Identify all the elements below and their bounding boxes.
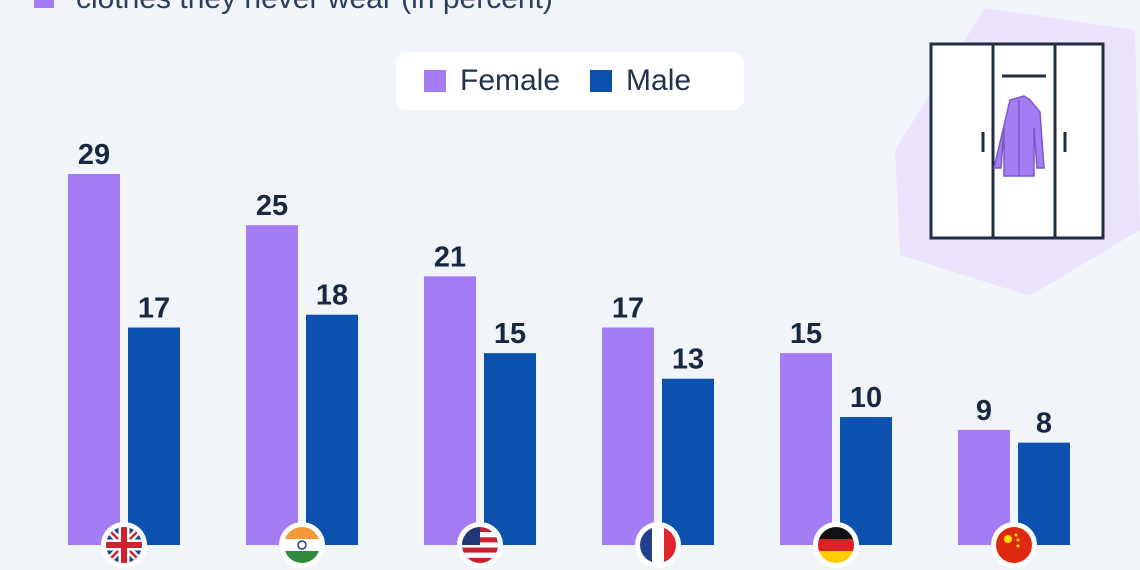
data-label-female-china: 9 <box>976 395 992 427</box>
bar-male-france <box>662 378 714 545</box>
data-label-female-germany: 15 <box>790 318 822 350</box>
bar-female-united-states <box>424 276 476 545</box>
data-label-male-united-states: 15 <box>494 318 526 350</box>
legend-item-male: Male <box>590 64 691 98</box>
china-flag-icon <box>996 527 1032 563</box>
bar-male-germany <box>840 417 892 545</box>
germany-flag-icon <box>818 527 854 563</box>
data-label-male-india: 18 <box>316 280 348 312</box>
legend-swatch-female <box>424 70 446 92</box>
legend-label-female: Female <box>460 64 561 97</box>
bar-male-india <box>306 314 358 545</box>
data-label-male-china: 8 <box>1036 408 1052 440</box>
chart-subtitle: clothes they never wear (in percent) <box>34 0 553 16</box>
india-flag-icon <box>284 527 320 563</box>
bar-male-united-states <box>484 353 536 545</box>
bar-female-germany <box>780 353 832 545</box>
uk-flag-icon <box>106 527 142 563</box>
data-label-male-united-kingdom: 17 <box>138 293 170 325</box>
bar-male-united-kingdom <box>128 327 180 545</box>
legend-swatch-male <box>590 70 613 92</box>
data-label-male-germany: 10 <box>850 382 882 414</box>
data-label-female-india: 25 <box>256 190 288 222</box>
bar-female-india <box>246 225 298 545</box>
data-label-female-france: 17 <box>612 293 644 325</box>
bar-female-france <box>602 327 654 545</box>
france-flag-icon <box>640 527 676 563</box>
legend-label-male: Male <box>626 64 692 97</box>
legend-square-icon <box>34 0 54 9</box>
data-label-female-united-kingdom: 29 <box>78 139 110 171</box>
bar-female-united-kingdom <box>68 174 120 545</box>
wardrobe-icon <box>895 8 1140 296</box>
legend-item-female: Female <box>424 64 560 98</box>
data-label-female-united-states: 21 <box>434 241 466 273</box>
usa-flag-icon <box>462 527 498 563</box>
chart-legend: Female Male <box>396 52 744 110</box>
data-label-male-france: 13 <box>672 344 704 376</box>
